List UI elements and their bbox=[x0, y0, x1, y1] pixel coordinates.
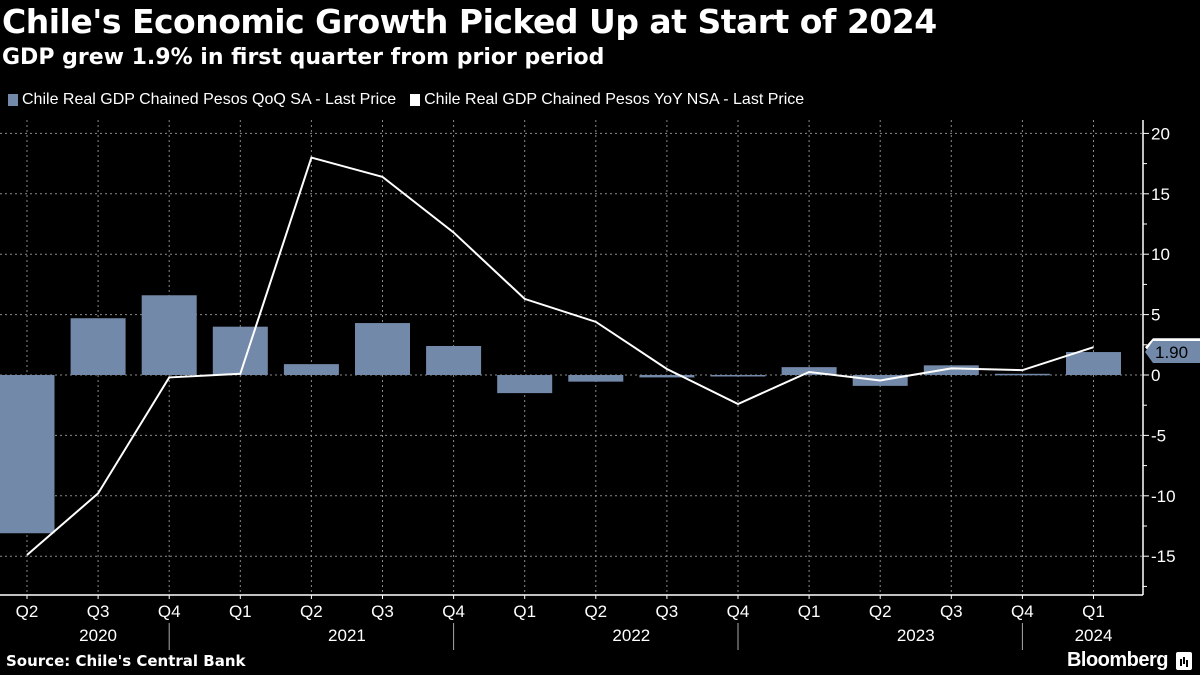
x-year-label: 2023 bbox=[897, 626, 935, 645]
line-series bbox=[26, 156, 1094, 556]
bar-qoq bbox=[212, 326, 268, 375]
line-yoy bbox=[26, 156, 1094, 556]
y-tick-label: -10 bbox=[1151, 487, 1176, 506]
x-year-label: 2022 bbox=[612, 626, 650, 645]
legend-swatch-yoy bbox=[410, 94, 421, 106]
x-year-label: 2024 bbox=[1075, 626, 1113, 645]
x-tick-label: Q1 bbox=[1082, 602, 1105, 621]
y-tick-label: -15 bbox=[1151, 547, 1176, 566]
bloomberg-logo: Bloomberg bbox=[1066, 649, 1169, 671]
x-tick-label: Q2 bbox=[16, 602, 39, 621]
y-axis: 20 15 10 5 0 -5 -10 -15 bbox=[1142, 120, 1176, 595]
source-note: Source: Chile's Central Bank bbox=[6, 652, 246, 670]
legend-label-qoq: Chile Real GDP Chained Pesos QoQ SA - La… bbox=[22, 91, 397, 108]
bar-qoq bbox=[639, 375, 695, 378]
y-tick-label: 5 bbox=[1151, 306, 1160, 325]
x-tick-label: Q1 bbox=[513, 602, 536, 621]
bar-qoq bbox=[355, 323, 410, 375]
x-tick-label: Q3 bbox=[940, 602, 963, 621]
x-tick-label: Q2 bbox=[869, 602, 892, 621]
last-value-marker-qoq bbox=[1145, 341, 1200, 364]
bar-qoq bbox=[710, 375, 766, 377]
bar-qoq bbox=[568, 375, 624, 382]
last-value-label-group: 1.90 bbox=[1145, 338, 1200, 364]
x-tick-label: Q3 bbox=[87, 602, 110, 621]
x-tick-label: Q4 bbox=[727, 602, 750, 621]
legend-swatch-qoq bbox=[8, 94, 18, 106]
legend: Chile Real GDP Chained Pesos QoQ SA - La… bbox=[8, 91, 804, 109]
x-tick-label: Q4 bbox=[442, 602, 465, 621]
last-value-label: 1.90 bbox=[1155, 343, 1188, 362]
y-tick-label: 15 bbox=[1151, 185, 1170, 204]
bar-qoq bbox=[426, 346, 482, 375]
bar-qoq bbox=[1066, 352, 1121, 375]
bar-qoq bbox=[0, 375, 55, 534]
x-axis: Q2 Q3 Q4 Q1 Q2 Q3 Q4 Q1 Q2 Q3 Q4 Q1 Q2 Q3 Q4 Q1 2020 2021… bbox=[0, 594, 1143, 650]
bar-qoq bbox=[923, 365, 979, 375]
x-tick-label: Q3 bbox=[371, 602, 394, 621]
y-tick-label: 10 bbox=[1151, 245, 1170, 264]
bar-qoq bbox=[141, 295, 197, 375]
x-tick-label: Q2 bbox=[300, 602, 323, 621]
y-tick-label: -5 bbox=[1151, 426, 1166, 445]
x-tick-label: Q2 bbox=[584, 602, 607, 621]
chart-subtitle: GDP grew 1.9% in first quarter from prio… bbox=[2, 45, 605, 70]
x-tick-label: Q4 bbox=[1011, 602, 1034, 621]
bloomberg-chart-icon bbox=[1176, 652, 1192, 670]
bar-qoq bbox=[283, 364, 339, 375]
legend-item-yoy: Chile Real GDP Chained Pesos YoY NSA - L… bbox=[410, 91, 804, 109]
legend-item-qoq: Chile Real GDP Chained Pesos QoQ SA - La… bbox=[8, 91, 396, 109]
x-year-label: 2021 bbox=[328, 626, 366, 645]
x-tick-label: Q4 bbox=[158, 602, 181, 621]
y-tick-label: 20 bbox=[1151, 124, 1170, 143]
x-year-label: 2020 bbox=[79, 626, 117, 645]
legend-label-yoy: Chile Real GDP Chained Pesos YoY NSA - L… bbox=[424, 91, 805, 108]
chart-title: Chile's Economic Growth Picked Up at Sta… bbox=[2, 2, 937, 41]
bar-qoq bbox=[497, 375, 553, 394]
x-tick-label: Q3 bbox=[656, 602, 679, 621]
bar-qoq bbox=[994, 373, 1050, 376]
x-tick-label: Q1 bbox=[229, 602, 252, 621]
bar-qoq bbox=[70, 318, 126, 375]
bar-series bbox=[0, 295, 1121, 534]
x-tick-label: Q1 bbox=[798, 602, 821, 621]
y-tick-label: 0 bbox=[1151, 366, 1160, 385]
